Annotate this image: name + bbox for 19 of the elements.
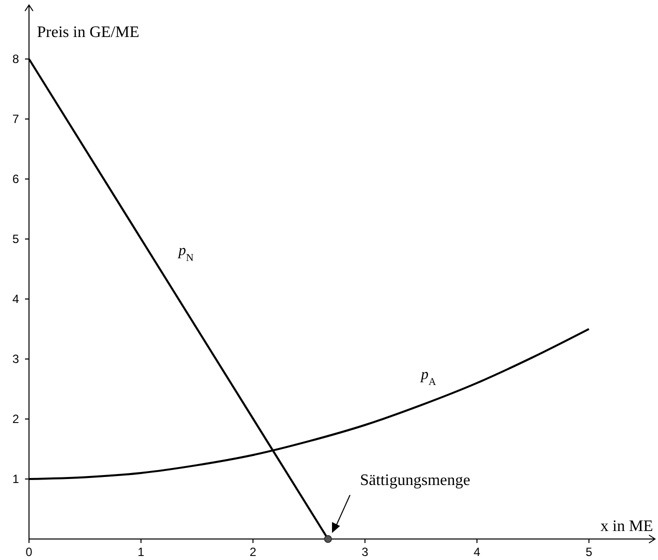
x-tick-label: 4 <box>474 545 481 559</box>
y-tick-label: 6 <box>12 172 20 186</box>
x-axis-title: x in ME <box>600 518 653 535</box>
series-label: p$_{A}$ <box>420 367 436 388</box>
y-axis-title: Preis in GE/ME <box>37 24 140 41</box>
y-tick-label: 1 <box>12 472 20 486</box>
x-tick-label: 1 <box>138 545 145 559</box>
x-tick-label: 5 <box>586 545 593 559</box>
x-tick-label: 0 <box>26 545 33 559</box>
y-tick-label: 8 <box>12 52 20 66</box>
y-tick-label: 3 <box>12 352 20 366</box>
x-tick-label: 2 <box>250 545 257 559</box>
y-tick-label: 2 <box>12 412 20 426</box>
y-tick-label: 4 <box>12 292 20 306</box>
y-tick-label: 5 <box>12 232 20 246</box>
x-tick-label: 3 <box>362 545 369 559</box>
series-label: p$_{N}$ <box>178 243 194 264</box>
y-tick-label: 7 <box>12 112 20 126</box>
annotation: Sättigungsmenge <box>360 472 470 489</box>
